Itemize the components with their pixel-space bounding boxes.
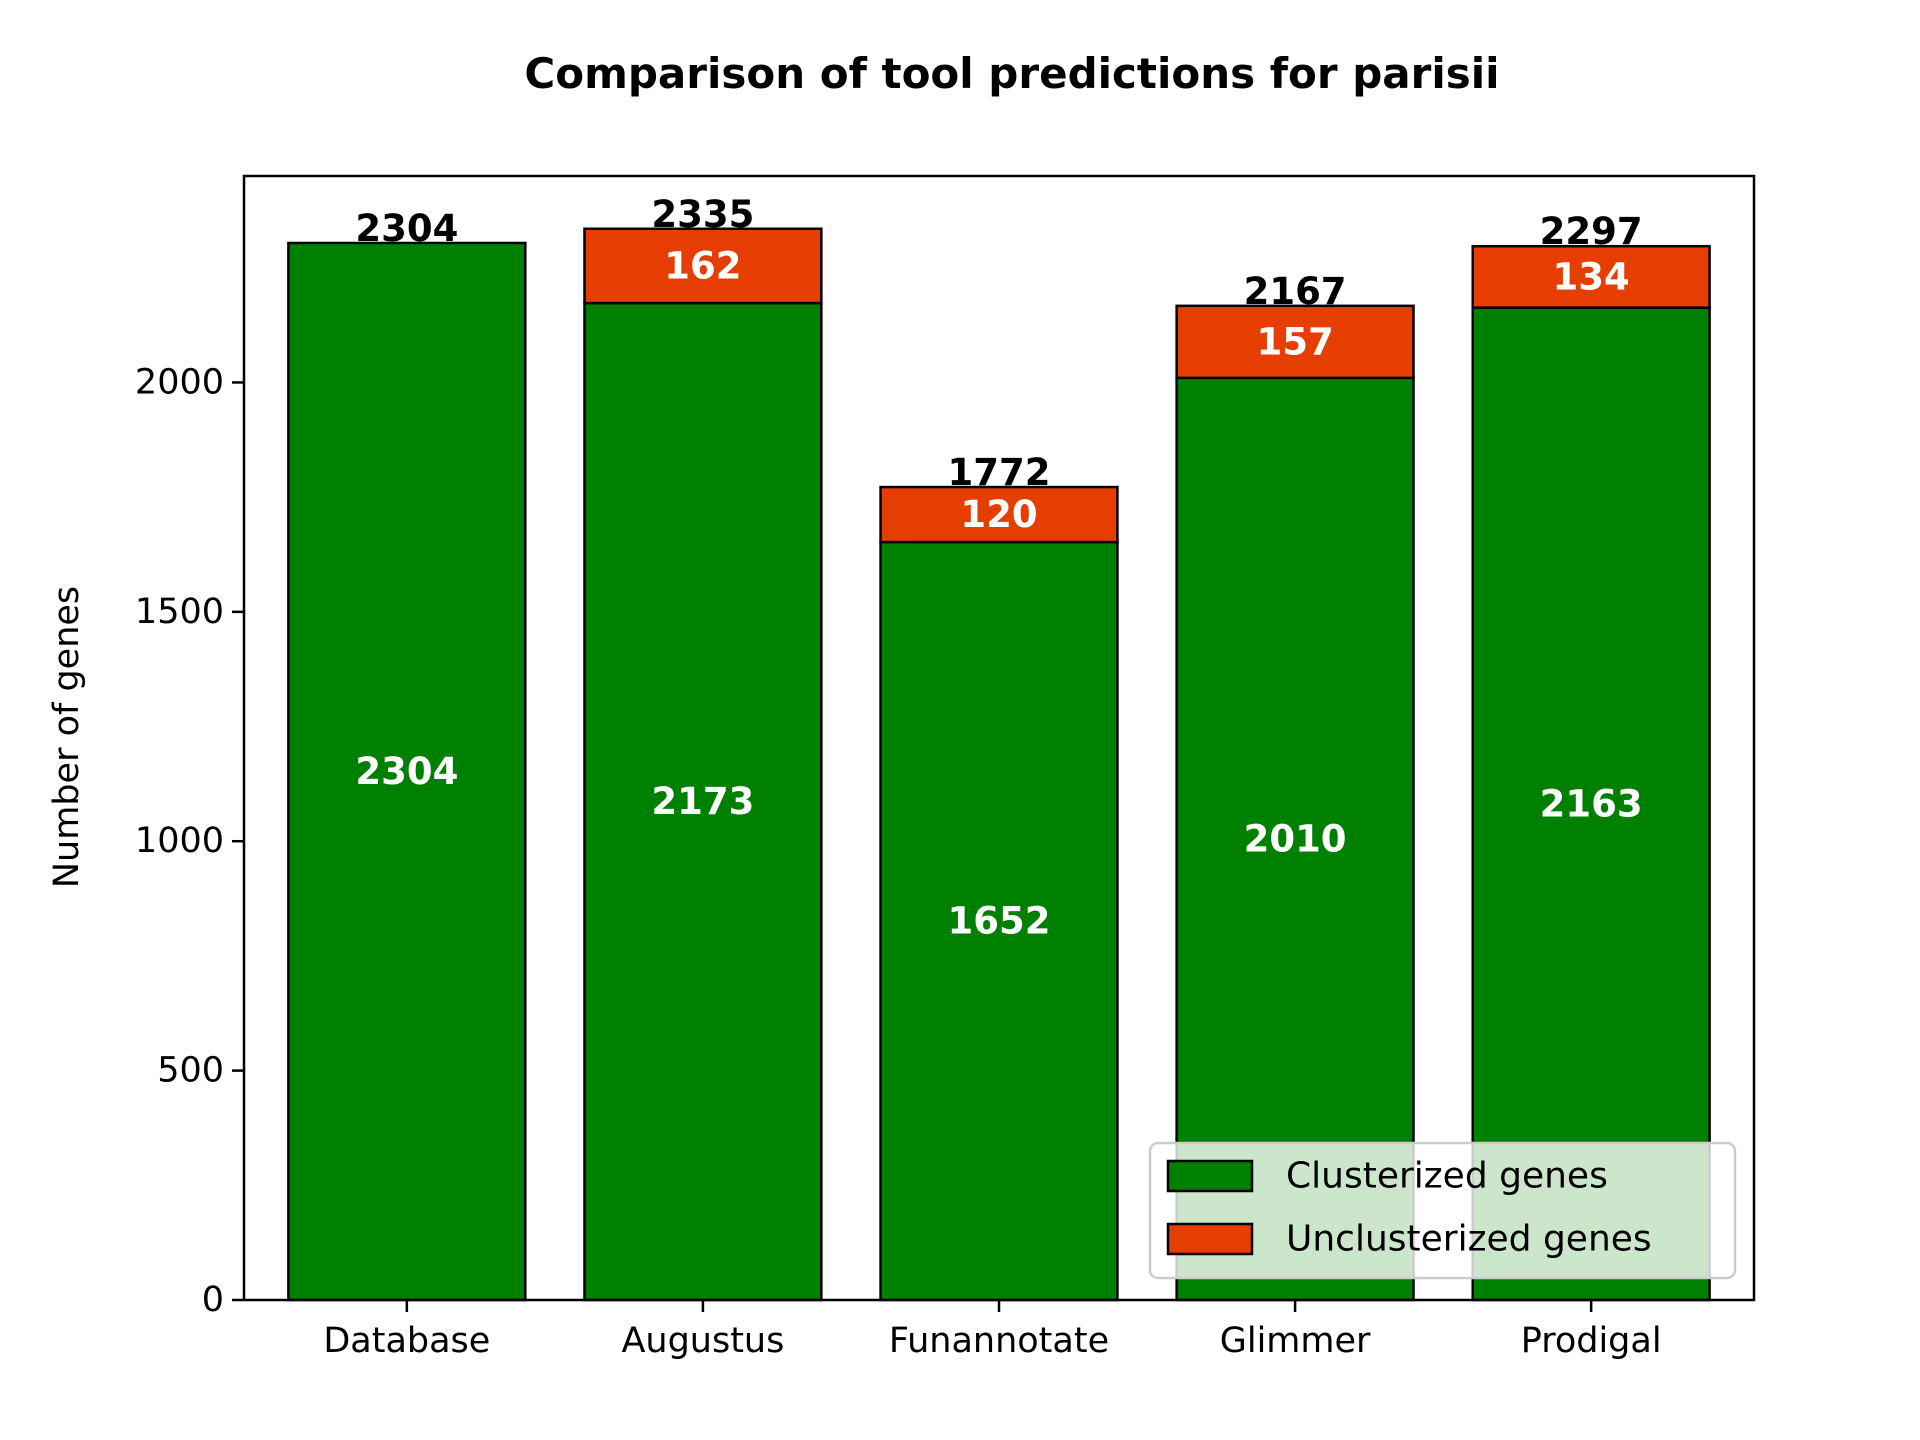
bar-value-label-clusterized-funannotate: 1652	[948, 900, 1051, 943]
bar-value-label-unclusterized-augustus: 162	[664, 244, 741, 287]
x-tick-label-glimmer: Glimmer	[1220, 1321, 1371, 1361]
bar-clusterized-database	[287, 241, 527, 1302]
bar-total-label-prodigal: 2297	[1540, 210, 1643, 253]
legend-box	[1148, 1141, 1737, 1280]
bar-unclusterized-prodigal	[1471, 244, 1711, 309]
bar-clusterized-augustus	[583, 301, 823, 1302]
axes-group: 0 500 1000 1500 2000 Database Augustus Funannot…	[135, 174, 1756, 1361]
bar-unclusterized-glimmer	[1175, 304, 1415, 380]
bar-unclusterized-augustus	[583, 227, 823, 305]
y-tick-label-500: 500	[157, 1051, 224, 1091]
bar-value-label-unclusterized-funannotate: 120	[960, 493, 1037, 536]
bars-group	[287, 227, 1711, 1302]
bar-total-label-augustus: 2335	[651, 193, 754, 236]
bar-value-label-clusterized-database: 2304	[355, 750, 458, 793]
bar-value-label-clusterized-augustus: 2173	[651, 780, 754, 823]
x-tick-label-database: Database	[323, 1321, 490, 1361]
y-tick-label-2000: 2000	[135, 362, 224, 402]
legend-swatch-unclusterized	[1166, 1222, 1254, 1256]
x-tick-label-prodigal: Prodigal	[1521, 1321, 1662, 1361]
legend-label-clusterized: Clusterized genes	[1286, 1156, 1608, 1197]
legend-swatch-clusterized	[1166, 1159, 1254, 1193]
y-axis-title: Number of genes	[47, 586, 87, 888]
y-tick-label-1000: 1000	[135, 821, 224, 861]
legend: Clusterized genes Unclusterized genes	[1148, 1141, 1737, 1280]
bar-clusterized-prodigal	[1471, 306, 1711, 1302]
y-tick-label-1500: 1500	[135, 592, 224, 632]
bar-value-label-clusterized-prodigal: 2163	[1540, 782, 1643, 825]
bar-value-label-unclusterized-glimmer: 157	[1256, 320, 1333, 363]
bar-value-label-unclusterized-prodigal: 134	[1553, 255, 1630, 298]
bar-total-label-database: 2304	[355, 207, 458, 250]
bar-clusterized-funannotate	[879, 540, 1119, 1302]
bar-total-label-funannotate: 1772	[948, 451, 1051, 494]
bar-unclusterized-funannotate	[879, 485, 1119, 544]
bar-value-label-clusterized-glimmer: 2010	[1244, 817, 1347, 860]
x-tick-label-funannotate: Funannotate	[889, 1321, 1109, 1361]
y-tick-label-0: 0	[202, 1280, 224, 1320]
x-tick-label-augustus: Augustus	[621, 1321, 784, 1361]
legend-label-unclusterized: Unclusterized genes	[1286, 1219, 1652, 1260]
chart-title: Comparison of tool predictions for paris…	[524, 49, 1499, 98]
bar-total-label-glimmer: 2167	[1244, 270, 1347, 313]
